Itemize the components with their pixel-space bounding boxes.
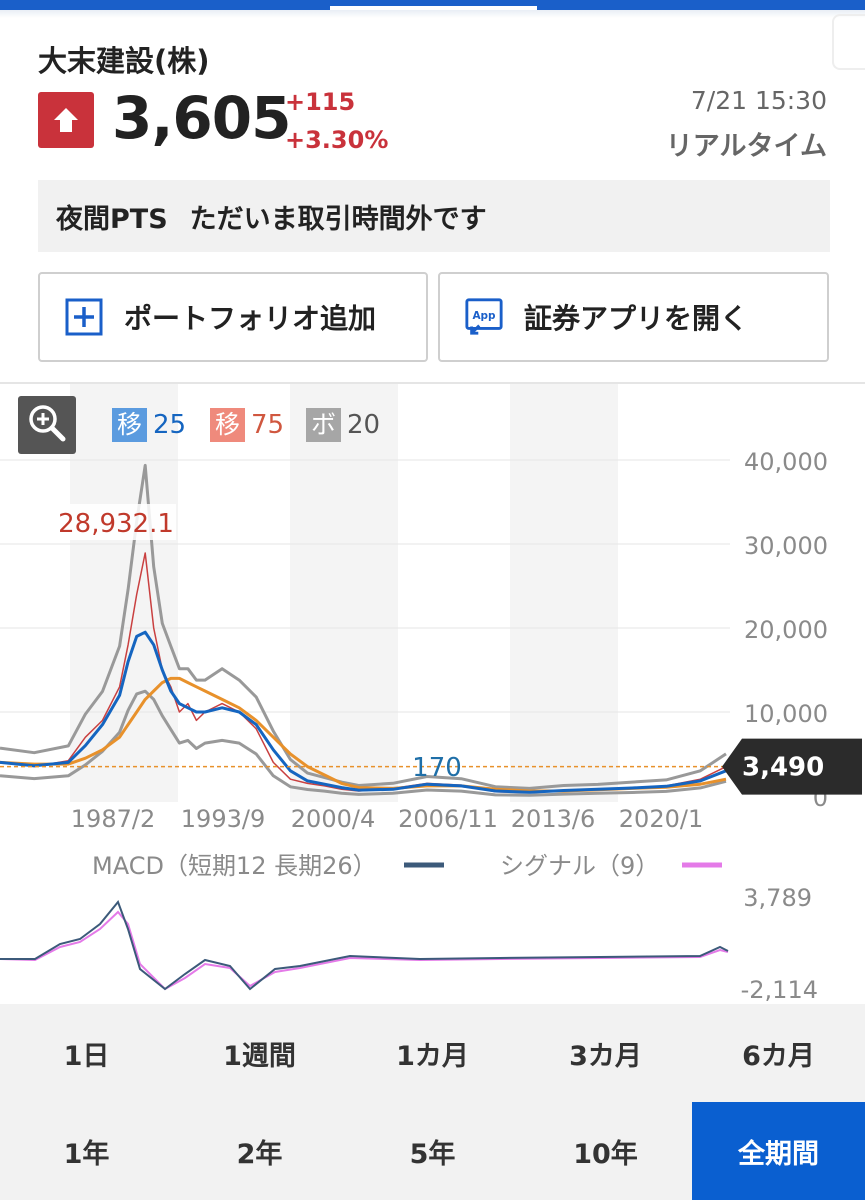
- ma25-value: 25: [153, 410, 187, 440]
- x-tick-label: 2006/11: [398, 805, 498, 833]
- current-price: 3,605: [112, 84, 291, 152]
- max-label-bg: [60, 504, 176, 540]
- plus-square-icon: [64, 297, 104, 337]
- bb-value: 20: [347, 410, 381, 440]
- add-portfolio-button[interactable]: ポートフォリオ追加: [38, 272, 428, 362]
- active-tab-indicator: [330, 6, 537, 10]
- macd-y-min-label: -2,114: [741, 976, 818, 1004]
- side-handle[interactable]: [832, 14, 865, 70]
- zoom-in-icon: [27, 403, 67, 447]
- price-change: +115: [285, 88, 356, 116]
- y-tick-label: 20,000: [744, 616, 828, 644]
- topbar-shadow: [0, 10, 865, 18]
- macd-y-max-label: 3,789: [743, 884, 812, 912]
- period-8[interactable]: 5年: [409, 1138, 456, 1170]
- y-tick-label: 30,000: [744, 532, 828, 560]
- realtime-label: リアルタイム: [665, 131, 827, 162]
- top-tab-bar: [0, 0, 865, 10]
- ma25-chip: 移: [112, 408, 148, 442]
- period-1[interactable]: 1日: [63, 1040, 110, 1072]
- signal-legend-label: シグナル（9）: [500, 852, 659, 880]
- price-change-percent: +3.30%: [285, 126, 389, 154]
- bb-chip: ボ: [306, 408, 342, 442]
- period-selector: 1日 1週間 1カ月 3カ月 6カ月 1年 2年 5年 10年 全期間: [0, 1004, 865, 1200]
- divider: [0, 382, 865, 384]
- chart-band-3: [510, 384, 618, 802]
- legend-ma25: 移 25: [112, 408, 186, 442]
- ma75-value: 75: [251, 410, 285, 440]
- current-price-label: 3,490: [742, 753, 824, 783]
- app-icon-text: App: [472, 310, 496, 322]
- period-9[interactable]: 10年: [573, 1138, 638, 1170]
- x-tick-label: 2000/4: [291, 805, 375, 833]
- x-tick-label: 1993/9: [181, 805, 265, 833]
- legend-ma75: 移 75: [210, 408, 284, 442]
- open-securities-app-button[interactable]: App 証券アプリを開く: [438, 272, 829, 362]
- zoom-button[interactable]: [18, 396, 76, 454]
- period-4[interactable]: 3カ月: [569, 1040, 642, 1072]
- period-2[interactable]: 1週間: [223, 1040, 296, 1072]
- stock-name: 大末建設(株): [38, 44, 210, 78]
- period-3[interactable]: 1カ月: [396, 1040, 469, 1072]
- quote-timestamp: 7/21 15:30: [690, 86, 827, 115]
- chart-band-2: [290, 384, 398, 802]
- x-tick-label: 1987/2: [71, 805, 155, 833]
- app-icon: App: [464, 297, 504, 337]
- max-price-label: 28,932.1: [58, 509, 174, 539]
- period-5[interactable]: 6カ月: [742, 1040, 815, 1072]
- period-7[interactable]: 2年: [236, 1138, 283, 1170]
- legend-bb: ボ 20: [306, 408, 380, 442]
- macd-legend-label: MACD（短期12 長期26）: [92, 852, 377, 880]
- ma75-chip: 移: [210, 408, 246, 442]
- chart-band-1: [70, 384, 178, 802]
- y-tick-label: 10,000: [744, 700, 828, 728]
- pts-status-bar: 夜間PTS ただいま取引時間外です: [38, 180, 830, 252]
- y-tick-label: 40,000: [744, 448, 828, 476]
- period-6[interactable]: 1年: [63, 1138, 110, 1170]
- macd-line: [0, 900, 729, 991]
- open-app-label: 証券アプリを開く: [524, 302, 749, 335]
- x-tick-label: 2020/1: [619, 805, 703, 833]
- bollinger-upper-line: [0, 463, 727, 790]
- current-price-tag: [722, 738, 862, 795]
- signal-line: [0, 910, 729, 991]
- bollinger-lower-line: [0, 689, 727, 797]
- period-10[interactable]: 全期間: [692, 1102, 865, 1200]
- pts-label: 夜間PTS: [56, 203, 168, 235]
- ma25-line: [0, 630, 727, 794]
- pts-status: ただいま取引時間外です: [189, 203, 487, 235]
- up-arrow-icon: [38, 92, 94, 148]
- add-portfolio-label: ポートフォリオ追加: [124, 302, 377, 335]
- x-tick-label: 2013/6: [511, 805, 595, 833]
- min-price-label: 170: [412, 753, 462, 783]
